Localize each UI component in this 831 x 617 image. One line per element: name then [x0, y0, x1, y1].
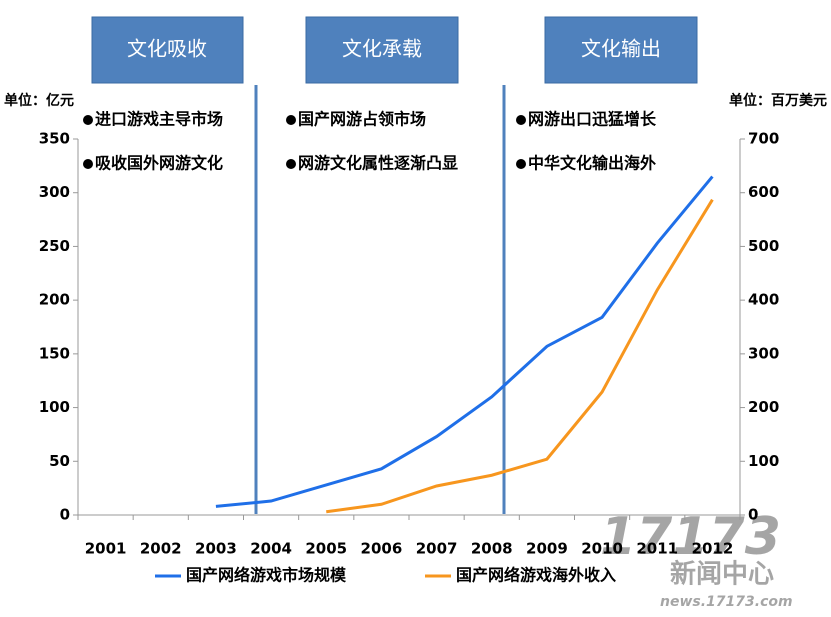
- y-unit: 单位：亿元: [4, 92, 74, 109]
- y2-unit: 单位：百万美元: [729, 92, 827, 109]
- y-tick-label: 200: [39, 291, 70, 309]
- legend-label: 国产网络游戏海外收入: [456, 566, 616, 585]
- x-tick-label: 2010: [581, 540, 623, 558]
- series-line: [326, 198, 714, 514]
- bullet: [83, 115, 93, 125]
- bullet: [286, 115, 296, 125]
- x-tick-label: 2002: [140, 540, 182, 558]
- x-tick-label: 2001: [85, 540, 127, 558]
- x-tick-label: 2004: [250, 540, 292, 558]
- bullet: [83, 159, 93, 169]
- x-tick-label: 2003: [195, 540, 237, 558]
- phase-box: [305, 16, 459, 84]
- y-tick-label: 150: [39, 344, 70, 362]
- x-tick-label: 2005: [305, 540, 347, 558]
- y2-tick-label: 400: [748, 291, 779, 309]
- note: 国产网游占领市场: [298, 110, 426, 129]
- y-tick-label: 300: [39, 183, 70, 201]
- phase-box: [544, 16, 698, 84]
- y2-tick-label: 700: [748, 130, 779, 148]
- y-tick-label: 50: [49, 452, 70, 470]
- note: 吸收国外网游文化: [95, 154, 223, 173]
- x-tick-label: 2009: [526, 540, 568, 558]
- y2-tick-label: 200: [748, 398, 779, 416]
- note: 中华文化输出海外: [528, 154, 656, 173]
- watermark-text: 新闻中心: [670, 559, 774, 590]
- y-tick-label: 100: [39, 398, 70, 416]
- legend-label: 国产网络游戏市场规模: [186, 566, 347, 585]
- x-tick-label: 2011: [636, 540, 678, 558]
- notes: 进口游戏主导市场 吸收国外网游文化 国产网游占领市场 网游文化属性逐渐凸显 网游…: [83, 110, 657, 173]
- y2-tick-label: 0: [748, 506, 758, 524]
- note: 网游出口迅猛增长: [528, 110, 657, 129]
- y-tick-label: 350: [39, 130, 70, 148]
- note: 网游文化属性逐渐凸显: [298, 154, 458, 173]
- y2-tick-label: 500: [748, 237, 779, 255]
- watermark: 17173 新闻中心 news.17173.com: [600, 507, 793, 610]
- y-tick-label: 0: [60, 506, 70, 524]
- phase-label: 文化承载: [342, 37, 422, 61]
- phase-label: 文化输出: [581, 37, 661, 61]
- y-tick-label: 250: [39, 237, 70, 255]
- x-tick-label: 2007: [416, 540, 458, 558]
- note: 进口游戏主导市场: [95, 110, 223, 129]
- x-tick-label: 2008: [471, 540, 513, 558]
- phase-boxes: 文化吸收 文化承载 文化输出: [91, 16, 698, 84]
- phase-box: [91, 16, 244, 84]
- phase-label: 文化吸收: [127, 37, 207, 61]
- x-tick-label: 2006: [361, 540, 403, 558]
- y2-tick-label: 100: [748, 452, 779, 470]
- x-tick-label: 2012: [692, 540, 734, 558]
- watermark-text: news.17173.com: [660, 594, 793, 610]
- y2-tick-label: 600: [748, 183, 779, 201]
- bullet: [516, 159, 526, 169]
- y2-tick-label: 300: [748, 344, 779, 362]
- series-line: [215, 175, 714, 508]
- bullet: [286, 159, 296, 169]
- bullet: [516, 115, 526, 125]
